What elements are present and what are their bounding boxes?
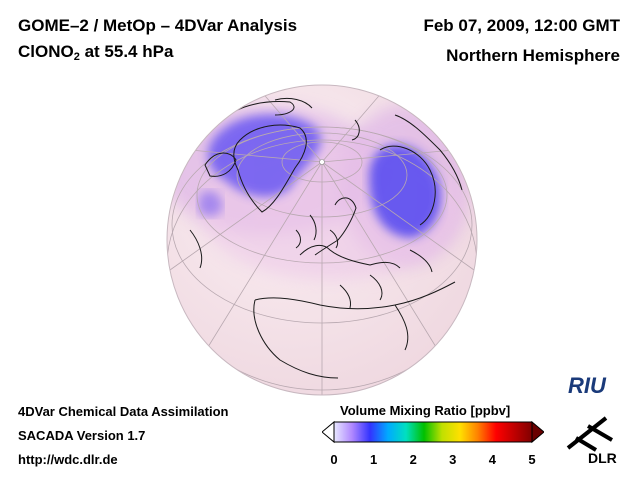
colorbar-tick-label: 5 bbox=[528, 452, 536, 467]
map-title: GOME–2 / MetOp – 4DVar Analysis bbox=[18, 16, 298, 35]
north-pole-marker bbox=[319, 159, 325, 165]
graticule bbox=[167, 89, 477, 395]
footer-url[interactable]: http://wdc.dlr.de bbox=[18, 452, 118, 467]
colorbar-tick-label: 2 bbox=[409, 452, 417, 467]
footer-line-1: 4DVar Chemical Data Assimilation bbox=[18, 404, 229, 419]
colorbar-tick-label: 1 bbox=[369, 452, 378, 467]
riu-logo: RIU bbox=[568, 373, 606, 398]
globe-outline bbox=[166, 84, 478, 396]
colorbar bbox=[322, 420, 544, 444]
region-label: Northern Hemisphere bbox=[446, 46, 620, 65]
colorbar-under-arrow bbox=[322, 420, 335, 444]
colorbar-tick-label: 4 bbox=[488, 452, 496, 467]
coastlines bbox=[189, 97, 463, 379]
species-label: ClONO2 at 55.4 hPa bbox=[18, 42, 174, 63]
colorbar-over-arrow bbox=[531, 420, 544, 444]
colorbar-title: Volume Mixing Ratio [ppbv] bbox=[340, 403, 511, 418]
dlr-logo-icon bbox=[566, 416, 614, 452]
colorbar-gradient bbox=[333, 421, 533, 443]
colorbar-tick-label: 3 bbox=[449, 452, 457, 467]
datetime-label: Feb 07, 2009, 12:00 GMT bbox=[423, 16, 620, 35]
footer-line-2: SACADA Version 1.7 bbox=[18, 428, 146, 443]
high-vmr-region-siberia bbox=[369, 144, 441, 238]
colorbar-tick-label: 0 bbox=[330, 452, 338, 467]
dlr-logo-text: DLR bbox=[588, 450, 617, 466]
